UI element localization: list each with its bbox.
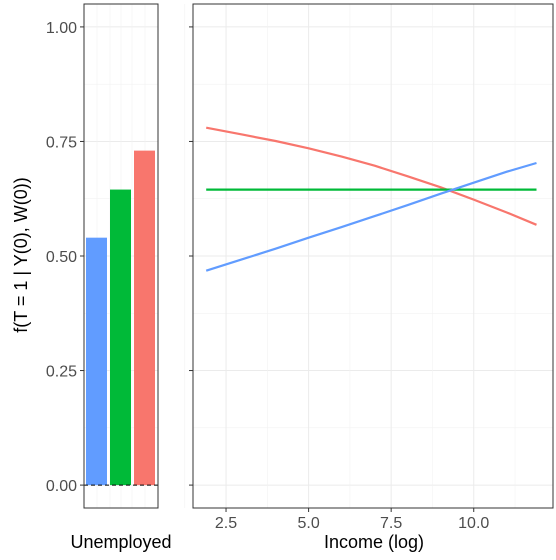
line-series-3 <box>205 161 537 272</box>
x-tick-label: 2.5 <box>215 515 237 532</box>
y-tick-label: 0.50 <box>46 249 77 266</box>
y-tick-label: 1.00 <box>46 20 77 37</box>
y-tick-label: 0.75 <box>46 134 77 151</box>
x-tick-label: 7.5 <box>380 515 402 532</box>
bar-unemployed-3 <box>134 150 155 486</box>
bar-unemployed-1 <box>86 237 107 486</box>
bar-unemployed-2 <box>110 189 131 486</box>
x-axis-title-income: Income (log) <box>324 532 424 552</box>
income-panel <box>184 3 554 509</box>
x-tick-label: 5.0 <box>297 515 319 532</box>
x-tick-label: 10.0 <box>458 515 489 532</box>
right-x-axis: 2.5 5.0 7.5 10.0 <box>189 26 489 532</box>
left-y-axis: 0.00 0.25 0.50 0.75 1.00 <box>46 20 84 495</box>
y-tick-label: 0.00 <box>46 478 77 495</box>
x-axis-title-unemployed: Unemployed <box>70 532 171 552</box>
unemployed-panel <box>83 3 159 509</box>
line-series-1 <box>205 126 537 226</box>
y-axis-title: f(T = 1 | Y(0), W(0)) <box>11 177 31 333</box>
y-tick-label: 0.25 <box>46 364 77 381</box>
